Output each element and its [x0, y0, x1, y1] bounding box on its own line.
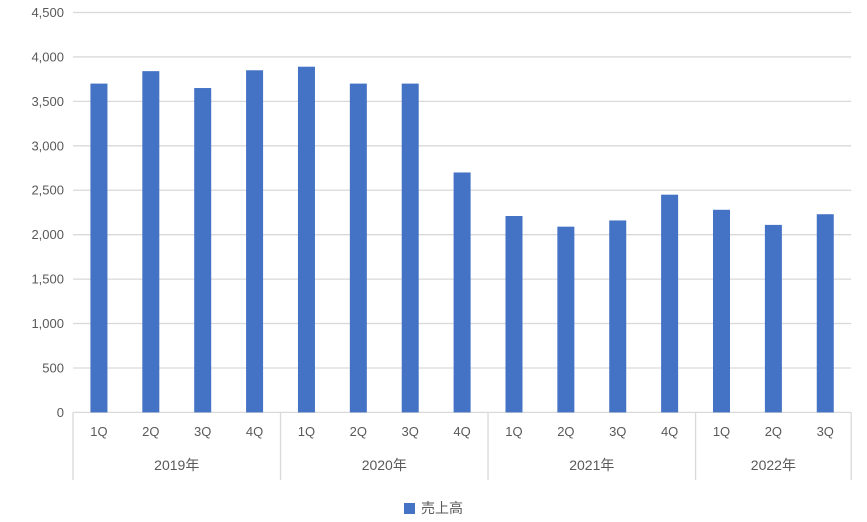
x-axis-quarter-label: 2Q — [350, 424, 367, 439]
legend-label: 売上高 — [421, 500, 463, 516]
bar-2022年-2Q — [764, 224, 782, 413]
x-axis-quarter-label: 4Q — [453, 424, 470, 439]
y-axis-tick-label: 3,000 — [31, 138, 64, 153]
x-axis-year-label: 2022年 — [751, 457, 796, 473]
x-axis-year-label: 2020年 — [362, 457, 407, 473]
x-axis-quarter-label: 2Q — [557, 424, 574, 439]
x-axis-quarter-label: 1Q — [505, 424, 522, 439]
x-axis-year-label: 2019年 — [154, 457, 199, 473]
y-axis-tick-label: 1,500 — [31, 272, 64, 287]
bar-2019年-3Q — [194, 88, 212, 413]
x-axis-year-label: 2021年 — [569, 457, 614, 473]
bar-2021年-4Q — [661, 194, 679, 413]
x-axis-quarter-label: 2Q — [142, 424, 159, 439]
bar-2020年-2Q — [349, 83, 367, 413]
bar-2022年-1Q — [713, 209, 730, 413]
bar-2020年-3Q — [401, 83, 419, 413]
x-axis-quarter-label: 1Q — [298, 424, 315, 439]
y-axis-tick-label: 4,000 — [31, 49, 64, 64]
bar-2021年-1Q — [505, 216, 523, 413]
x-axis-quarter-label: 3Q — [194, 424, 211, 439]
y-axis-tick-label: 4,500 — [31, 5, 64, 20]
y-axis-tick-label: 2,000 — [31, 227, 64, 242]
bar-2020年-4Q — [453, 172, 471, 413]
bar-2021年-3Q — [609, 220, 627, 413]
legend: 売上高 — [0, 498, 867, 518]
bar-2022年-3Q — [816, 214, 834, 413]
bar-2019年-4Q — [246, 70, 264, 413]
bar-2020年-1Q — [297, 66, 315, 413]
y-axis-tick-label: 0 — [57, 405, 64, 420]
bar-2019年-1Q — [90, 83, 108, 413]
x-axis-quarter-label: 2Q — [765, 424, 782, 439]
y-axis-tick-label: 3,500 — [31, 94, 64, 109]
x-axis-quarter-label: 3Q — [402, 424, 419, 439]
y-axis-tick-label: 500 — [42, 360, 64, 375]
x-axis-quarter-label: 4Q — [246, 424, 263, 439]
bar-2019年-2Q — [142, 71, 160, 413]
x-axis-quarter-label: 1Q — [90, 424, 107, 439]
x-axis-quarter-label: 3Q — [817, 424, 834, 439]
y-axis-tick-label: 2,500 — [31, 183, 64, 198]
legend-swatch — [404, 502, 415, 514]
x-axis-quarter-label: 4Q — [661, 424, 678, 439]
x-axis-quarter-label: 3Q — [609, 424, 626, 439]
bar-2021年-2Q — [557, 226, 575, 413]
x-axis-quarter-label: 1Q — [713, 424, 730, 439]
y-axis-tick-label: 1,000 — [31, 316, 64, 331]
